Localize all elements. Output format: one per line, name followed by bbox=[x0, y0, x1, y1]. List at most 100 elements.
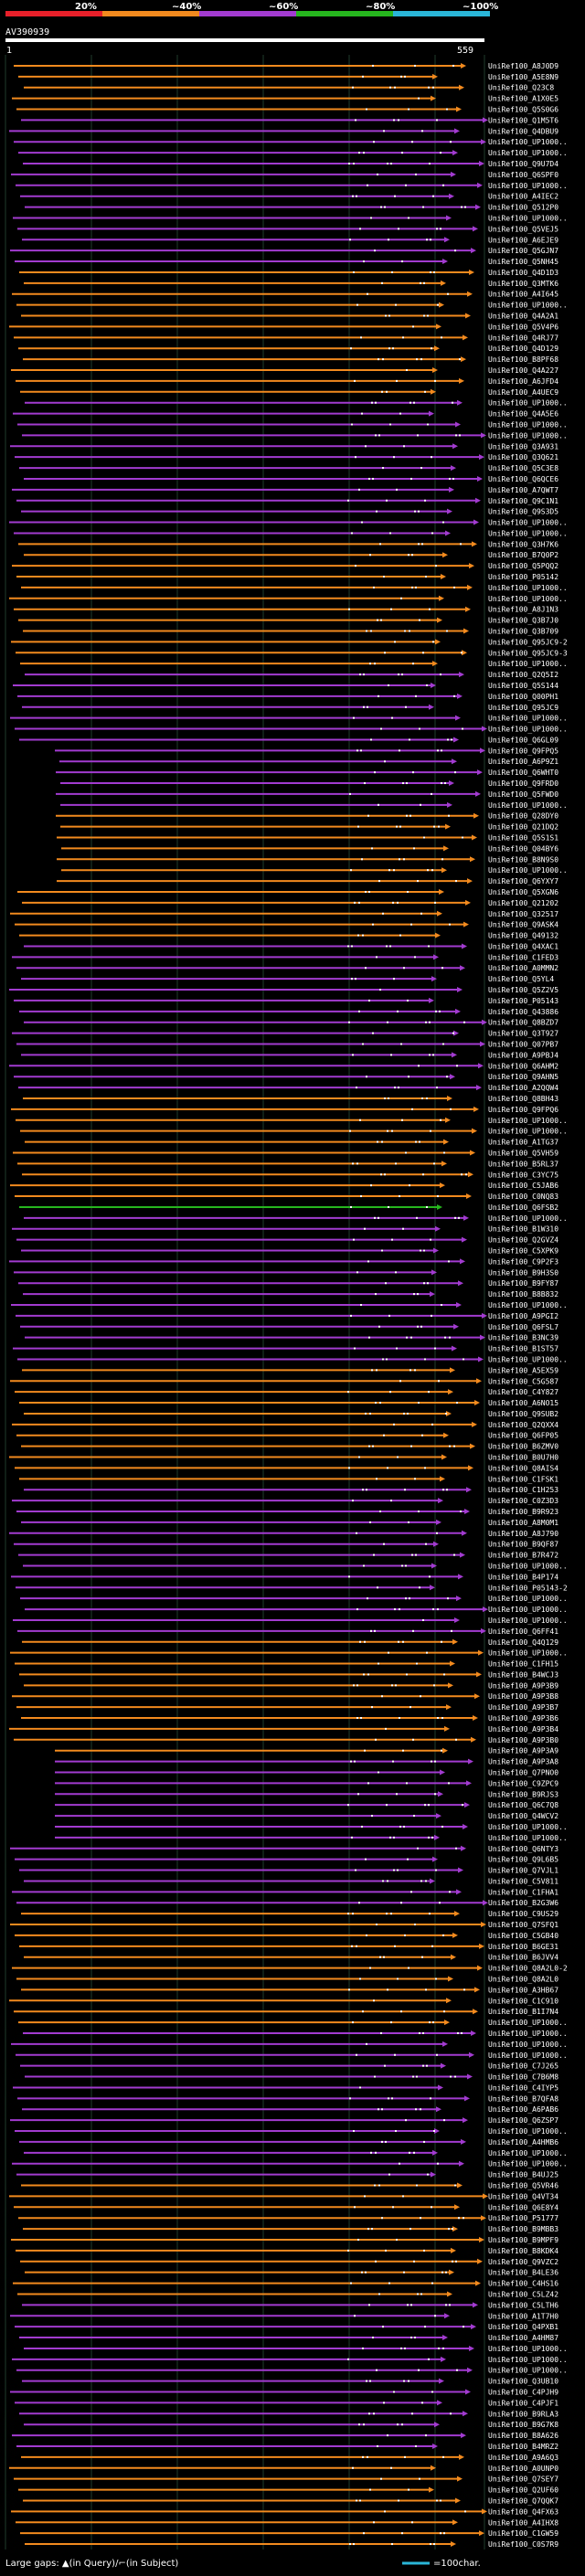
hit-row[interactable]: UniRef100_Q21DQ2 bbox=[60, 823, 558, 832]
hit-row[interactable]: UniRef100_A6NO15 bbox=[19, 1399, 558, 1407]
hit-row[interactable]: UniRef100_A9PGI2 bbox=[16, 1312, 558, 1320]
hit-label[interactable]: UniRef100_Q5FWD0 bbox=[488, 790, 558, 799]
hit-row[interactable]: UniRef100_A9P3B9 bbox=[24, 1681, 558, 1690]
hit-label[interactable]: UniRef100_C4PJH9 bbox=[488, 2389, 558, 2397]
hit-label[interactable]: UniRef100_Q3UB10 bbox=[488, 2378, 558, 2386]
hit-row[interactable]: UniRef100_Q4XAC1 bbox=[24, 942, 558, 950]
hit-label[interactable]: UniRef100_Q9AHN5 bbox=[488, 1073, 558, 1081]
hit-label[interactable]: UniRef100_UP1000.. bbox=[488, 584, 568, 592]
hit-label[interactable]: UniRef100_A0MMN2 bbox=[488, 964, 558, 972]
hit-label[interactable]: UniRef100_A1TG37 bbox=[488, 1139, 558, 1147]
hit-label[interactable]: UniRef100_A6PAB6 bbox=[488, 2105, 558, 2114]
hit-row[interactable]: UniRef100_Q4RJ77 bbox=[14, 334, 558, 342]
hit-row[interactable]: UniRef100_B1I7N4 bbox=[14, 2008, 558, 2016]
hit-label[interactable]: UniRef100_A2QQW4 bbox=[488, 1084, 558, 1092]
hit-row[interactable]: UniRef100_P05143 bbox=[14, 997, 558, 1005]
hit-row[interactable]: UniRef100_Q2QXX4 bbox=[12, 1421, 558, 1429]
hit-row[interactable]: UniRef100_A8J0D9 bbox=[14, 62, 558, 70]
hit-row[interactable]: UniRef100_Q95JC9-3 bbox=[16, 649, 568, 657]
hit-label[interactable]: UniRef100_Q8A2L0 bbox=[488, 1976, 558, 1984]
hit-row[interactable]: UniRef100_C1C910 bbox=[9, 1997, 558, 2005]
hit-label[interactable]: UniRef100_Q3Q621 bbox=[488, 453, 558, 461]
hit-label[interactable]: UniRef100_Q5S1S1 bbox=[488, 834, 558, 843]
hit-row[interactable]: UniRef100_B4LE36 bbox=[25, 2269, 558, 2277]
hit-label[interactable]: UniRef100_A9P3A9 bbox=[488, 1747, 558, 1755]
hit-row[interactable]: UniRef100_B9MBB3 bbox=[23, 2225, 558, 2233]
hit-row[interactable]: UniRef100_B7R472 bbox=[18, 1552, 558, 1560]
hit-row[interactable]: UniRef100_UP1000.. bbox=[20, 660, 568, 668]
hit-row[interactable]: UniRef100_UP1000.. bbox=[23, 2030, 568, 2038]
hit-label[interactable]: UniRef100_Q9FRD0 bbox=[488, 779, 558, 788]
hit-label[interactable]: UniRef100_B7Q0P2 bbox=[488, 551, 558, 559]
hit-label[interactable]: UniRef100_Q2Q5I2 bbox=[488, 671, 558, 679]
hit-label[interactable]: UniRef100_Q00PH1 bbox=[488, 693, 558, 701]
hit-row[interactable]: UniRef100_A6P9Z1 bbox=[59, 758, 558, 766]
hit-row[interactable]: UniRef100_C9US29 bbox=[21, 1910, 558, 1918]
hit-label[interactable]: UniRef100_B4MRZ2 bbox=[488, 2443, 558, 2451]
hit-row[interactable]: UniRef100_Q4A2A1 bbox=[21, 313, 558, 321]
hit-row[interactable]: UniRef100_B3NC39 bbox=[25, 1334, 558, 1342]
hit-row[interactable]: UniRef100_Q7SFQ1 bbox=[10, 1921, 558, 1929]
hit-label[interactable]: UniRef100_Q6ZSP7 bbox=[488, 2116, 558, 2125]
hit-row[interactable]: UniRef100_Q4A227 bbox=[11, 366, 558, 375]
hit-row[interactable]: UniRef100_B9RLA3 bbox=[19, 2410, 558, 2418]
hit-row[interactable]: UniRef100_UP1000.. bbox=[9, 595, 568, 603]
hit-label[interactable]: UniRef100_Q95JC9 bbox=[488, 704, 558, 712]
hit-label[interactable]: UniRef100_B9R923 bbox=[488, 1508, 558, 1516]
hit-label[interactable]: UniRef100_Q49132 bbox=[488, 932, 558, 940]
hit-label[interactable]: UniRef100_Q5YL4 bbox=[488, 975, 554, 983]
hit-label[interactable]: UniRef100_Q4XAC1 bbox=[488, 942, 558, 950]
hit-label[interactable]: UniRef100_UP1000.. bbox=[488, 431, 568, 440]
hit-label[interactable]: UniRef100_C0Z3D3 bbox=[488, 1497, 558, 1505]
hit-label[interactable]: UniRef100_UP1000.. bbox=[488, 1128, 568, 1136]
hit-row[interactable]: UniRef100_UP1000.. bbox=[21, 584, 568, 592]
hit-label[interactable]: UniRef100_A9P3B7 bbox=[488, 1703, 558, 1712]
hit-label[interactable]: UniRef100_C4HS16 bbox=[488, 2280, 558, 2288]
hit-label[interactable]: UniRef100_Q6WHT0 bbox=[488, 769, 558, 777]
hit-row[interactable]: UniRef100_C5XPK9 bbox=[21, 1247, 558, 1256]
hit-label[interactable]: UniRef100_A9P3B0 bbox=[488, 1736, 558, 1744]
hit-row[interactable]: UniRef100_C0NQ83 bbox=[15, 1193, 558, 1201]
hit-row[interactable]: UniRef100_Q9U7D4 bbox=[23, 160, 558, 168]
hit-label[interactable]: UniRef100_Q9S3D5 bbox=[488, 508, 558, 516]
hit-row[interactable]: UniRef100_B5RL37 bbox=[17, 1160, 558, 1168]
hit-label[interactable]: UniRef100_B3NC39 bbox=[488, 1334, 558, 1342]
hit-label[interactable]: UniRef100_UP1000.. bbox=[488, 1823, 568, 1831]
hit-row[interactable]: UniRef100_UP1000.. bbox=[17, 1355, 568, 1363]
hit-row[interactable]: UniRef100_C1H253 bbox=[24, 1486, 558, 1494]
hit-row[interactable]: UniRef100_A4HM87 bbox=[19, 2334, 558, 2342]
hit-label[interactable]: UniRef100_Q2QXX4 bbox=[488, 1421, 558, 1429]
hit-label[interactable]: UniRef100_UP1000.. bbox=[488, 519, 568, 527]
hit-row[interactable]: UniRef100_Q512P0 bbox=[25, 204, 558, 212]
hit-label[interactable]: UniRef100_Q6FP05 bbox=[488, 1432, 558, 1440]
hit-label[interactable]: UniRef100_Q6FSB2 bbox=[488, 1203, 558, 1212]
hit-row[interactable]: UniRef100_C7B6M8 bbox=[25, 2073, 558, 2082]
hit-row[interactable]: UniRef100_B1ST57 bbox=[13, 1345, 558, 1353]
hit-label[interactable]: UniRef100_UP1000.. bbox=[488, 2356, 568, 2364]
hit-label[interactable]: UniRef100_Q6NTY3 bbox=[488, 1845, 558, 1853]
hit-row[interactable]: UniRef100_UP1000.. bbox=[24, 2345, 568, 2353]
hit-label[interactable]: UniRef100_Q9VZC2 bbox=[488, 2258, 558, 2266]
hit-label[interactable]: UniRef100_B1I7N4 bbox=[488, 2008, 558, 2016]
hit-row[interactable]: UniRef100_UP1000.. bbox=[10, 715, 568, 723]
hit-row[interactable]: UniRef100_C5GB40 bbox=[15, 1932, 558, 1940]
hit-label[interactable]: UniRef100_UP1000.. bbox=[488, 182, 568, 190]
hit-label[interactable]: UniRef100_Q4A2A1 bbox=[488, 313, 558, 321]
hit-row[interactable]: UniRef100_Q9S3D5 bbox=[21, 508, 558, 516]
hit-label[interactable]: UniRef100_UP1000.. bbox=[488, 866, 568, 875]
hit-label[interactable]: UniRef100_Q5VEJ5 bbox=[488, 225, 558, 233]
hit-label[interactable]: UniRef100_Q9FPQ5 bbox=[488, 747, 558, 755]
hit-row[interactable]: UniRef100_Q43886 bbox=[19, 1008, 558, 1016]
hit-row[interactable]: UniRef100_C7J265 bbox=[20, 2062, 558, 2071]
hit-label[interactable]: UniRef100_Q512P0 bbox=[488, 204, 558, 212]
hit-row[interactable]: UniRef100_C3YC75 bbox=[22, 1171, 558, 1179]
hit-label[interactable]: UniRef100_Q9FPQ6 bbox=[488, 1106, 558, 1114]
hit-label[interactable]: UniRef100_Q9ASK4 bbox=[488, 921, 558, 929]
hit-label[interactable]: UniRef100_C0NQ83 bbox=[488, 1193, 558, 1201]
hit-row[interactable]: UniRef100_Q23C8 bbox=[24, 84, 554, 92]
hit-row[interactable]: UniRef100_A3HB67 bbox=[21, 1986, 558, 1994]
hit-row[interactable]: UniRef100_A5EX59 bbox=[22, 1366, 558, 1374]
hit-row[interactable]: UniRef100_Q2UF60 bbox=[18, 2486, 558, 2495]
hit-row[interactable]: UniRef100_A6PAB6 bbox=[22, 2105, 558, 2114]
hit-row[interactable]: UniRef100_C4Y827 bbox=[15, 1388, 558, 1396]
